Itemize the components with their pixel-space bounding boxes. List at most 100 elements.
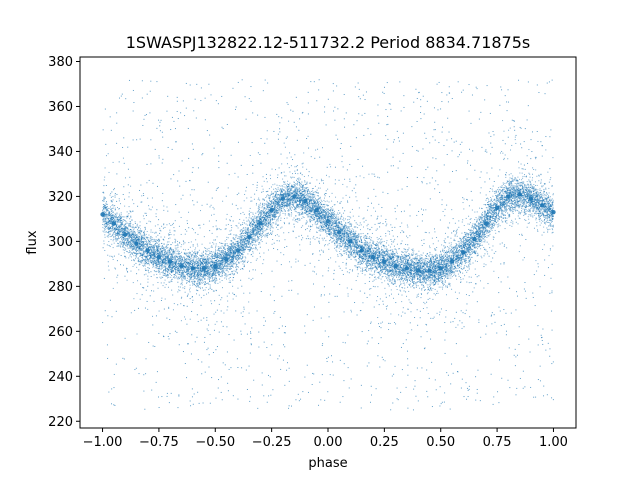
data-point (272, 216, 274, 218)
data-point (323, 212, 325, 214)
data-point (535, 188, 537, 190)
data-point (213, 263, 215, 265)
data-point (506, 188, 508, 190)
data-point (551, 220, 553, 222)
data-point (225, 262, 227, 264)
data-point (204, 271, 206, 273)
data-point (280, 190, 282, 192)
data-point (252, 239, 254, 241)
data-point (256, 231, 258, 233)
data-point (397, 263, 399, 265)
data-point (142, 249, 144, 251)
data-point (293, 184, 295, 186)
data-point (482, 235, 484, 237)
data-point (349, 231, 351, 233)
data-point (414, 271, 416, 273)
data-point (187, 294, 189, 296)
data-point (198, 259, 200, 261)
data-point (173, 261, 175, 263)
data-point (309, 203, 311, 205)
data-point (461, 246, 463, 248)
data-point (540, 214, 542, 216)
data-point (164, 279, 166, 281)
data-point (114, 227, 116, 229)
data-point (259, 207, 261, 209)
data-point (211, 272, 213, 274)
data-point (306, 192, 308, 194)
data-point (436, 259, 438, 261)
data-point (372, 267, 374, 269)
data-point (497, 196, 499, 198)
data-point (452, 262, 454, 264)
data-point (341, 216, 343, 218)
data-point (361, 255, 363, 257)
data-point (547, 221, 549, 223)
data-point (400, 267, 402, 269)
data-point (545, 208, 547, 210)
data-point (138, 246, 140, 248)
data-point (290, 211, 292, 213)
data-point (432, 278, 434, 280)
data-point (365, 258, 367, 260)
data-point (394, 272, 396, 274)
data-point (345, 252, 347, 254)
data-point (177, 264, 179, 266)
data-point (273, 201, 275, 203)
data-point (378, 260, 380, 262)
data-point (350, 253, 352, 255)
data-point (548, 199, 550, 201)
data-point (125, 245, 127, 247)
data-point (139, 249, 141, 251)
data-point (129, 245, 131, 247)
data-point (357, 263, 359, 265)
data-point (212, 269, 214, 271)
data-point (478, 232, 480, 234)
data-point (533, 202, 535, 204)
data-point (223, 249, 225, 251)
data-point (394, 248, 396, 250)
data-point (456, 248, 458, 250)
data-point (196, 252, 198, 254)
data-point (381, 267, 383, 269)
data-point (294, 210, 296, 212)
data-point (346, 232, 348, 234)
data-point (144, 230, 146, 232)
data-point (341, 232, 343, 234)
data-point (260, 231, 262, 233)
data-point (537, 191, 539, 193)
data-point (165, 246, 167, 248)
data-point (167, 262, 169, 264)
data-point (382, 251, 384, 253)
data-point (432, 277, 434, 279)
data-point (263, 207, 265, 209)
data-point (340, 249, 342, 251)
data-point (392, 283, 394, 285)
data-point (516, 184, 518, 186)
data-point (143, 232, 145, 234)
data-point (487, 219, 489, 221)
data-point (361, 260, 363, 262)
data-point (533, 201, 535, 203)
data-point (373, 241, 375, 243)
data-point (379, 254, 381, 256)
data-point (253, 220, 255, 222)
data-point (422, 268, 424, 270)
data-point (552, 226, 554, 228)
data-point (185, 260, 187, 262)
data-point (392, 261, 394, 263)
data-point (229, 258, 231, 260)
data-point (525, 206, 527, 208)
data-point (117, 219, 119, 221)
data-point (459, 258, 461, 260)
data-point (338, 236, 340, 238)
data-point (112, 227, 114, 229)
data-point (541, 201, 543, 203)
data-point (189, 261, 191, 263)
data-point (217, 266, 219, 268)
data-point (333, 220, 335, 222)
data-point (206, 271, 208, 273)
data-point (301, 186, 303, 188)
data-point (501, 203, 503, 205)
data-point (549, 222, 551, 224)
